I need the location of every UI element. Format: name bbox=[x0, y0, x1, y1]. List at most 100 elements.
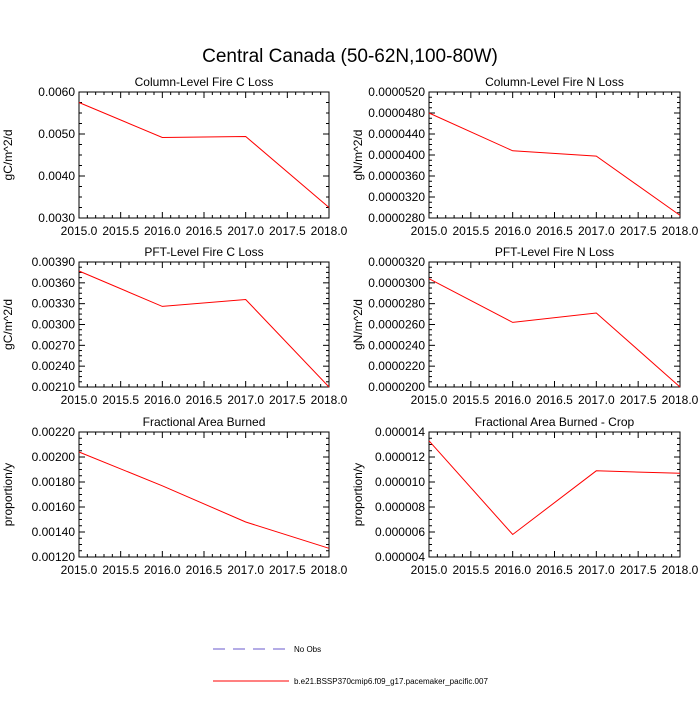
plot-frame bbox=[428, 261, 681, 388]
series-line bbox=[428, 440, 681, 536]
y-tick-label: 0.0060 bbox=[38, 85, 75, 99]
y-tick-label: 0.0000520 bbox=[368, 85, 425, 99]
x-tick-label: 2016.0 bbox=[494, 224, 531, 238]
panel-title: Column-Level Fire C Loss bbox=[135, 75, 274, 89]
y-tick-label: 0.0000320 bbox=[368, 190, 425, 204]
y-axis-label: gC/m^2/d bbox=[1, 299, 15, 350]
x-tick-label: 2017.0 bbox=[578, 224, 615, 238]
x-tick-label: 2016.5 bbox=[536, 563, 573, 577]
x-tick-label: 2015.0 bbox=[411, 563, 448, 577]
x-tick-label: 2017.0 bbox=[227, 393, 264, 407]
y-tick-label: 0.00120 bbox=[32, 550, 76, 564]
chart-panel: 2015.0 2015.5 2016.0 2016.5 2017.0 2017.5 2018… bbox=[351, 75, 699, 238]
y-tick-label: 0.0000360 bbox=[368, 169, 425, 183]
plot-frame bbox=[428, 431, 681, 558]
x-tick-label: 2018.0 bbox=[662, 393, 699, 407]
x-tick-label: 2016.5 bbox=[536, 393, 573, 407]
y-tick-label: 0.0000220 bbox=[368, 359, 425, 373]
series-line bbox=[428, 112, 681, 216]
x-tick-label: 2018.0 bbox=[662, 224, 699, 238]
y-tick-label: 0.000010 bbox=[375, 475, 425, 489]
x-tick-label: 2016.0 bbox=[144, 224, 181, 238]
x-tick-label: 2015.0 bbox=[61, 563, 98, 577]
y-tick-label: 0.00210 bbox=[32, 380, 76, 394]
panel-title: Fractional Area Burned bbox=[143, 415, 266, 429]
series-line bbox=[78, 102, 330, 208]
y-tick-label: 0.0000200 bbox=[368, 380, 425, 394]
y-tick-label: 0.0000400 bbox=[368, 148, 425, 162]
x-tick-label: 2017.5 bbox=[620, 224, 657, 238]
y-tick-label: 0.00220 bbox=[32, 425, 76, 439]
y-tick-label: 0.0000240 bbox=[368, 338, 425, 352]
x-tick-label: 2018.0 bbox=[311, 563, 348, 577]
x-tick-label: 2015.5 bbox=[452, 563, 489, 577]
y-axis-label: gN/m^2/d bbox=[351, 299, 365, 350]
y-tick-label: 0.000008 bbox=[375, 500, 425, 514]
y-tick-label: 0.00270 bbox=[32, 338, 76, 352]
series-line bbox=[78, 270, 330, 388]
y-tick-label: 0.0000300 bbox=[368, 276, 425, 290]
y-tick-label: 0.0000280 bbox=[368, 211, 425, 225]
x-tick-label: 2017.0 bbox=[578, 563, 615, 577]
x-tick-label: 2016.5 bbox=[186, 563, 223, 577]
y-axis-label: proportion/y bbox=[351, 463, 365, 526]
y-tick-label: 0.0000480 bbox=[368, 106, 425, 120]
y-tick-label: 0.0000260 bbox=[368, 318, 425, 332]
x-tick-label: 2015.0 bbox=[411, 224, 448, 238]
y-axis-label: gC/m^2/d bbox=[1, 130, 15, 181]
figure-title: Central Canada (50-62N,100-80W) bbox=[202, 46, 498, 67]
chart-panel: 2015.0 2015.5 2016.0 2016.5 2017.0 2017.5 2018… bbox=[351, 415, 699, 577]
x-tick-label: 2015.0 bbox=[61, 393, 98, 407]
y-tick-label: 0.0050 bbox=[38, 127, 75, 141]
x-tick-label: 2016.5 bbox=[186, 393, 223, 407]
x-tick-label: 2017.0 bbox=[227, 224, 264, 238]
y-axis-label: gN/m^2/d bbox=[351, 130, 365, 181]
x-tick-label: 2017.5 bbox=[620, 393, 657, 407]
series-line bbox=[428, 278, 681, 388]
panel-title: Fractional Area Burned - Crop bbox=[475, 415, 635, 429]
y-tick-label: 0.000014 bbox=[375, 425, 425, 439]
panel-title: Column-Level Fire N Loss bbox=[485, 75, 624, 89]
chart-panel: 2015.0 2015.5 2016.0 2016.5 2017.0 2017.5 2018… bbox=[1, 245, 348, 407]
y-tick-label: 0.0000440 bbox=[368, 127, 425, 141]
plot-frame bbox=[428, 91, 681, 219]
y-tick-label: 0.0000320 bbox=[368, 255, 425, 269]
y-tick-label: 0.00390 bbox=[32, 255, 76, 269]
x-tick-label: 2015.5 bbox=[452, 393, 489, 407]
y-tick-label: 0.00140 bbox=[32, 525, 76, 539]
y-tick-label: 0.00360 bbox=[32, 276, 76, 290]
x-tick-label: 2017.0 bbox=[227, 563, 264, 577]
chart-panel: 2015.0 2015.5 2016.0 2016.5 2017.0 2017.5 2018… bbox=[351, 245, 699, 407]
x-tick-label: 2017.5 bbox=[269, 224, 306, 238]
x-tick-label: 2018.0 bbox=[311, 393, 348, 407]
x-tick-label: 2015.5 bbox=[102, 224, 139, 238]
series-line bbox=[78, 451, 330, 549]
plot-frame bbox=[78, 431, 330, 558]
plot-frame bbox=[78, 91, 330, 219]
x-tick-label: 2015.5 bbox=[102, 393, 139, 407]
y-tick-label: 0.00200 bbox=[32, 450, 76, 464]
y-tick-label: 0.0040 bbox=[38, 169, 75, 183]
x-tick-label: 2017.5 bbox=[269, 393, 306, 407]
x-tick-label: 2016.5 bbox=[186, 224, 223, 238]
panel-title: PFT-Level Fire N Loss bbox=[495, 245, 614, 259]
y-tick-label: 0.000006 bbox=[375, 525, 425, 539]
x-tick-label: 2015.5 bbox=[452, 224, 489, 238]
panel-title: PFT-Level Fire C Loss bbox=[144, 245, 263, 259]
x-tick-label: 2017.5 bbox=[269, 563, 306, 577]
x-tick-label: 2018.0 bbox=[311, 224, 348, 238]
x-tick-label: 2016.0 bbox=[494, 563, 531, 577]
x-tick-label: 2015.0 bbox=[61, 224, 98, 238]
chart-panel: 2015.0 2015.5 2016.0 2016.5 2017.0 2017.5 2018… bbox=[1, 415, 348, 577]
x-tick-label: 2016.0 bbox=[494, 393, 531, 407]
legend: No Obs b.e21.BSSP370cmip6.f09_g17.pacema… bbox=[213, 645, 488, 686]
x-tick-label: 2017.0 bbox=[578, 393, 615, 407]
x-tick-label: 2017.5 bbox=[620, 563, 657, 577]
y-tick-label: 0.00160 bbox=[32, 500, 76, 514]
y-tick-label: 0.00240 bbox=[32, 359, 76, 373]
y-tick-label: 0.00330 bbox=[32, 297, 76, 311]
x-tick-label: 2015.0 bbox=[411, 393, 448, 407]
chart-panel: 2015.0 2015.5 2016.0 2016.5 2017.0 2017.5 2018… bbox=[1, 75, 348, 238]
y-tick-label: 0.000012 bbox=[375, 450, 425, 464]
